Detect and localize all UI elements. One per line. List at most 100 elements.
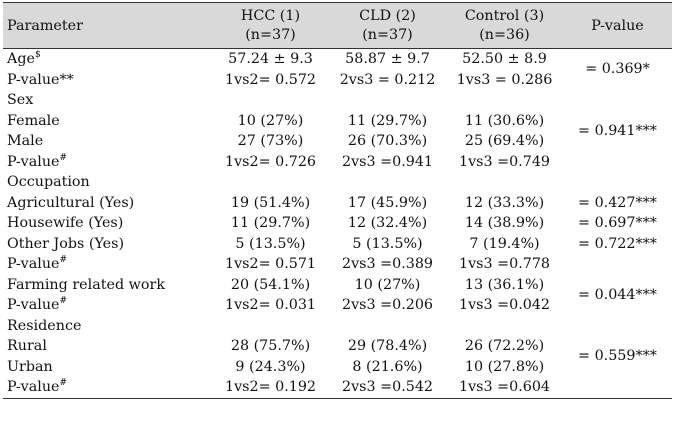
occ-p-label: P-value [7,256,60,272]
cell-cld: 5 (13.5%) [352,235,423,252]
row-label: Housewife (Yes) [7,215,124,231]
table-row: P-value# 1vs2= 0.571 2vs3 =0.389 1vs3 =0… [3,254,672,275]
cell-cld: 58.87 ± 9.7 [345,51,430,67]
header-hcc-n: (n=37) [245,27,296,43]
table-row: Sex [3,90,672,111]
header-control-n: (n=36) [479,27,530,43]
cell-hcc: 1vs2= 0.572 [224,71,317,88]
cell-control: 11 (30.6%) [464,112,545,129]
row-label: P-value# [3,377,212,399]
cell-cld: 29 (78.4%) [347,338,428,354]
header-row: Parameter HCC (1) (n=37) CLD (2) (n=37) Co… [3,2,672,49]
header-parameter: Parameter [3,2,212,49]
cell-pvalue: = 0.941*** [578,122,657,139]
row-label: Other Jobs (Yes) [7,235,125,252]
cell-cld: 8 (21.6%) [352,358,423,375]
cell-cld: 12 (32.4%) [347,215,428,231]
header-pvalue: P-value [563,2,672,49]
cell-cld: 2vs3 =0.206 [341,297,434,313]
row-label: Urban [7,358,53,375]
table-row: Housewife (Yes) 11 (29.7%) 12 (32.4%) 14… [3,213,672,234]
row-label: Female [7,112,60,129]
header-cld-title: CLD (2) [359,8,416,24]
cell-hcc: 19 (51.4%) [230,194,311,211]
row-label: Farming related work [7,276,165,293]
row-label: P-value# [3,152,212,173]
section-label: Residence [7,317,82,334]
cell-control: 13 (36.1%) [464,276,545,293]
row-label: Rural [7,338,47,354]
row-label: P-value# [3,254,212,275]
cell-control: 1vs3 = 0.286 [456,71,553,88]
cell-pvalue: = 0.559*** [578,348,657,365]
row-label: Age$ [3,49,212,70]
row-label: P-value** [7,71,74,88]
cell-pvalue: = 0.044*** [578,286,657,303]
table-row: P-value# 1vs2= 0.192 2vs3 =0.542 1vs3 =0… [3,377,672,399]
cell-control: 7 (19.4%) [469,235,540,252]
cell-control: 1vs3 =0.778 [458,256,551,272]
age-mark: $ [34,50,41,60]
header-hcc-title: HCC (1) [240,8,301,24]
cell-cld: 2vs3 =0.389 [341,256,434,272]
cell-control: 12 (33.3%) [464,194,545,211]
cell-hcc: 57.24 ± 9.3 [228,51,313,67]
cell-pvalue: = 0.427*** [578,194,657,211]
cell-hcc: 1vs2= 0.726 [224,153,317,170]
table-row: Rural 28 (75.7%) 29 (78.4%) 26 (72.2%) =… [3,336,672,364]
cell-cld: 2vs3 =0.941 [341,153,434,170]
cell-hcc: 20 (54.1%) [230,276,311,293]
header-hcc: HCC (1) (n=37) [212,2,329,49]
section-label: Sex [7,92,34,108]
cell-hcc: 1vs2= 0.192 [212,377,329,399]
cell-hcc: 27 (73%) [237,133,304,149]
cell-cld: 2vs3 =0.542 [329,377,446,399]
cell-pvalue: = 0.697*** [578,215,657,231]
cell-control: 1vs3 =0.042 [458,297,551,313]
table-row: Male 27 (73%) 26 (70.3%) 25 (69.4%) [3,131,672,152]
header-control-title: Control (3) [464,8,545,24]
cell-control: 1vs3 =0.604 [446,377,563,399]
row-label: P-value# [3,295,212,316]
cell-hcc: 5 (13.5%) [235,235,306,252]
cell-control: 10 (27.8%) [464,358,545,375]
cell-cld: 17 (45.9%) [347,194,428,211]
cell-pvalue: = 0.722*** [578,235,657,252]
sex-p-label: P-value [7,153,60,170]
cell-control: 52.50 ± 8.9 [462,51,547,67]
header-cld-n: (n=37) [362,27,413,43]
res-p-label: P-value [7,379,60,395]
cell-hcc: 1vs2= 0.031 [224,297,317,313]
table-row: Urban 9 (24.3%) 8 (21.6%) 10 (27.8%) [3,357,672,378]
cell-cld: 11 (29.7%) [347,112,428,129]
demographics-table: Parameter HCC (1) (n=37) CLD (2) (n=37) Co… [3,2,672,399]
occ-p-mark: # [59,255,68,265]
row-label: Agricultural (Yes) [7,194,135,211]
cell-hcc: 11 (29.7%) [230,215,311,231]
header-control: Control (3) (n=36) [446,2,563,49]
table-row: Other Jobs (Yes) 5 (13.5%) 5 (13.5%) 7 (… [3,234,672,255]
table-row: Agricultural (Yes) 19 (51.4%) 17 (45.9%)… [3,193,672,214]
table-row: P-value** 1vs2= 0.572 2vs3 = 0.212 1vs3 … [3,70,672,91]
farming-p-label: P-value [7,297,60,313]
table-row: P-value# 1vs2= 0.726 2vs3 =0.941 1vs3 =0… [3,152,672,173]
cell-hcc: 10 (27%) [237,112,304,129]
cell-hcc: 28 (75.7%) [230,338,311,354]
cell-control: 14 (38.9%) [464,215,545,231]
age-label: Age [7,51,35,67]
cell-cld: 26 (70.3%) [347,133,428,149]
cell-pvalue: = 0.369* [585,61,650,78]
section-label: Occupation [7,174,90,190]
cell-control: 1vs3 =0.749 [458,153,551,170]
table-row: Residence [3,316,672,337]
table-row: Age$ 57.24 ± 9.3 58.87 ± 9.7 52.50 ± 8.9… [3,49,672,78]
cell-cld: 10 (27%) [354,276,421,293]
table-row: Farming related work 20 (54.1%) 10 (27%)… [3,275,672,303]
cell-hcc: 1vs2= 0.571 [224,256,317,272]
cell-cld: 2vs3 = 0.212 [339,71,436,88]
sex-p-mark: # [59,152,68,163]
cell-control: 25 (69.4%) [464,133,545,149]
cell-hcc: 9 (24.3%) [235,358,306,375]
cell-control: 26 (72.2%) [464,338,545,354]
